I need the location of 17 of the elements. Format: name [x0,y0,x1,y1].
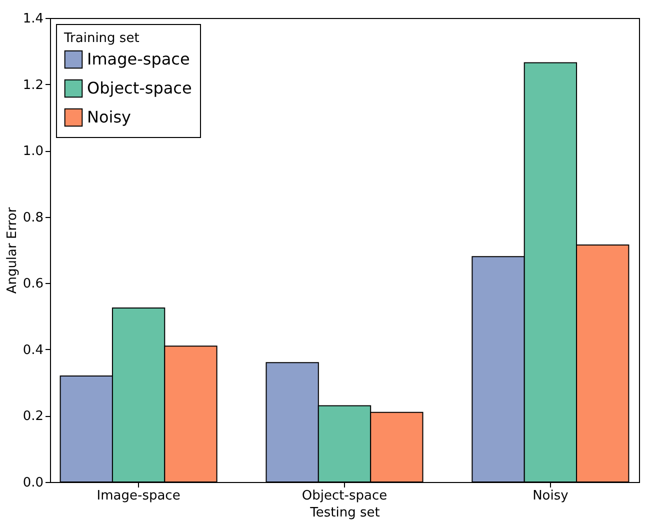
legend-label: Image-space [87,50,190,68]
y-tick-label: 0.2 [22,409,44,424]
y-tick-label: 1.0 [22,144,44,160]
x-tick-label: Image-space [96,488,180,504]
y-tick-label: 0.6 [22,276,44,292]
legend-label: Object-space [87,78,192,98]
x-tick-label: Noisy [532,488,569,504]
y-tick-label: 1.4 [22,12,44,26]
y-tick-label: 0.8 [22,210,44,226]
y-tick-label: 0.4 [22,342,44,358]
legend-title: Training set [63,31,140,46]
y-tick-label: 0.0 [22,476,44,490]
x-tick-label: Object-space [302,488,388,504]
y-axis-title: Angular Error [4,206,20,294]
legend-label: Noisy [87,108,132,126]
y-tick-label: 1.2 [22,78,44,93]
x-axis-title: Testing set [309,506,380,520]
